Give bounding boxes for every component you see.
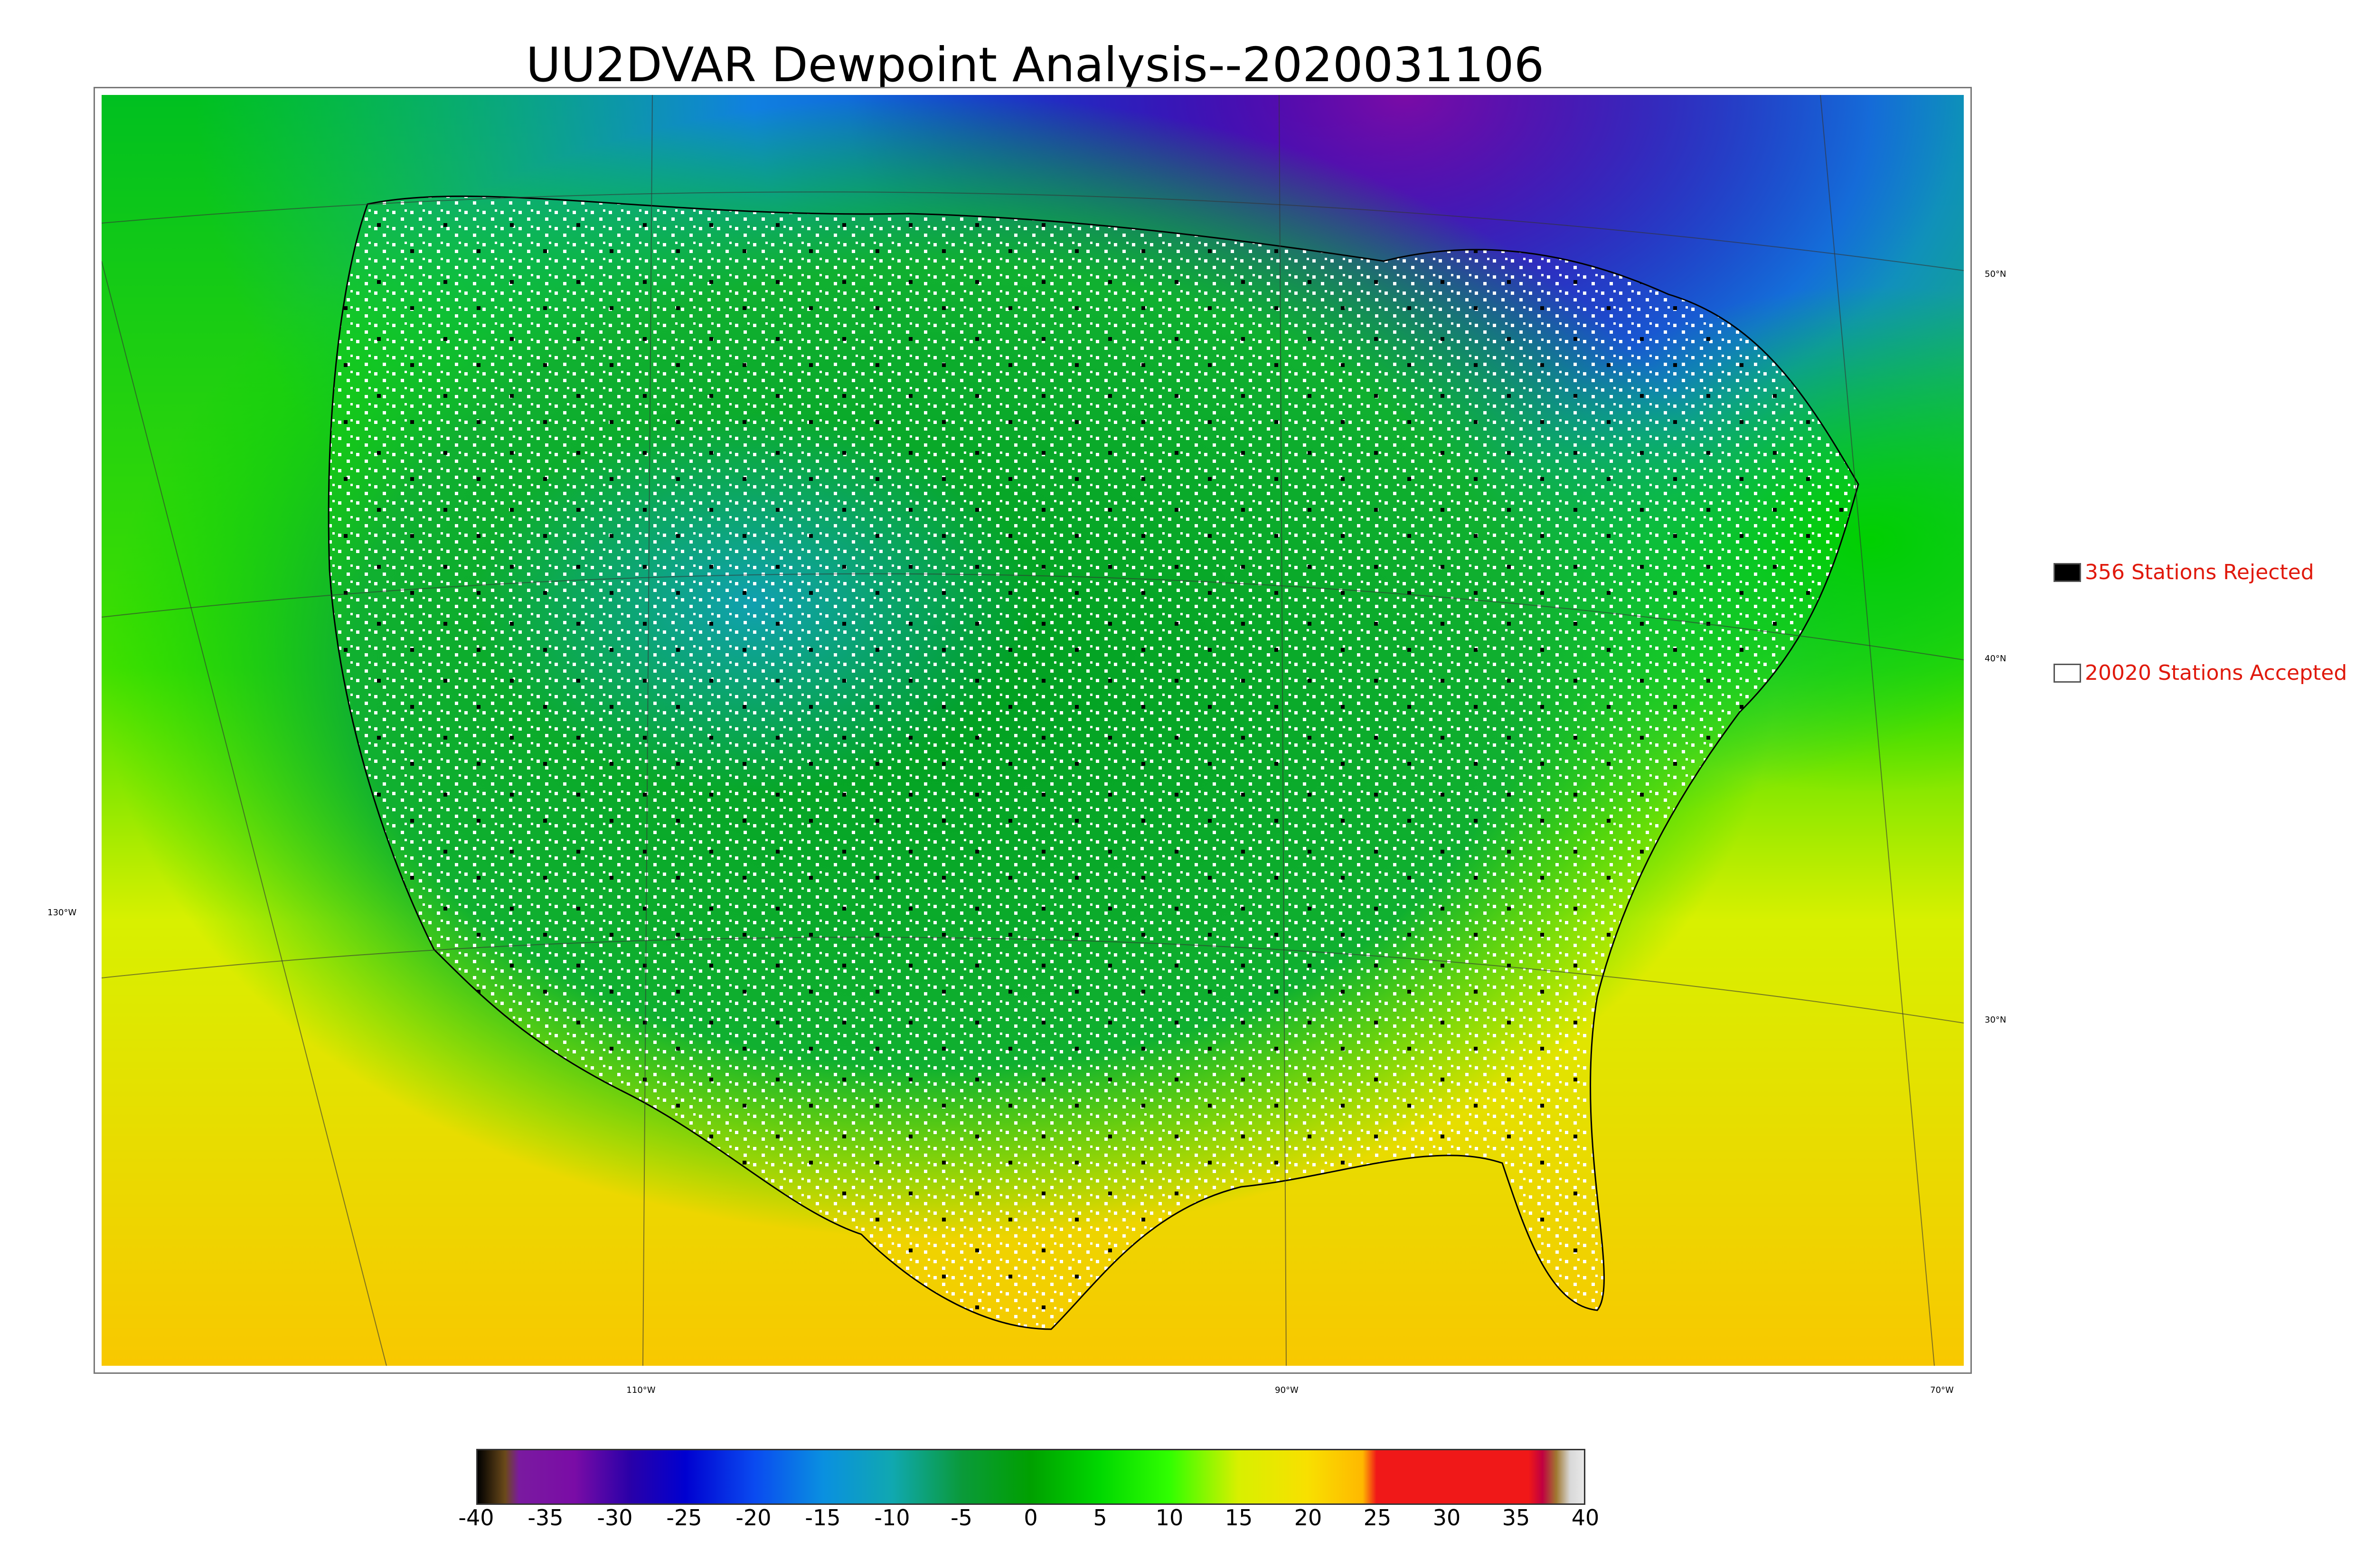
lat-label-30n: 30°N (1985, 1015, 2007, 1025)
colorbar-tick-label: 15 (1225, 1505, 1253, 1530)
longitude-line-130 (102, 261, 387, 1366)
rejected-label: 356 Stations Rejected (2085, 560, 2314, 584)
lat-label-50n: 50°N (1985, 269, 2007, 279)
longitude-line-70 (1820, 95, 1935, 1366)
colorbar-tick-label: 20 (1294, 1505, 1322, 1530)
coastline (328, 195, 1859, 1330)
dewpoint-map (94, 87, 1972, 1374)
dewpoint-analysis-field (102, 95, 1964, 1366)
lon-label-70w: 70°W (1930, 1385, 1954, 1395)
colorbar-tick-label: 25 (1363, 1505, 1392, 1530)
colorbar-tick-label: 35 (1502, 1505, 1530, 1530)
lon-label-130w: 130°W (47, 908, 77, 918)
colorbar-tick-label: 0 (1024, 1505, 1038, 1530)
lon-label-90w: 90°W (1275, 1385, 1299, 1395)
colorbar-tick-label: -35 (528, 1505, 564, 1530)
colorbar-tick-label: 5 (1093, 1505, 1107, 1530)
colorbar-tick-label: -25 (666, 1505, 702, 1530)
longitude-line-110 (642, 95, 653, 1366)
latitude-line-50 (102, 191, 1964, 271)
lon-label-110w: 110°W (626, 1385, 656, 1395)
colorbar-tick-label: -30 (597, 1505, 633, 1530)
longitude-line-90 (1279, 95, 1287, 1366)
colorbar-tick-label: 40 (1571, 1505, 1600, 1530)
colorbar-tick-label: -40 (458, 1505, 494, 1530)
dewpoint-colorbar (476, 1449, 1585, 1505)
legend-accepted: 20020 Stations Accepted (2054, 661, 2347, 685)
colorbar-tick-label: 10 (1155, 1505, 1184, 1530)
colorbar-tick-label: 30 (1432, 1505, 1461, 1530)
latitude-line-40 (102, 573, 1964, 660)
accepted-label: 20020 Stations Accepted (2085, 661, 2347, 685)
legend-rejected: 356 Stations Rejected (2054, 560, 2314, 584)
lat-label-40n: 40°N (1985, 654, 2007, 664)
latitude-line-30 (102, 937, 1964, 1023)
rejected-swatch (2054, 563, 2081, 582)
colorbar-tick-label: -15 (805, 1505, 841, 1530)
colorbar-tick-label: -5 (951, 1505, 972, 1530)
colorbar-tick-label: -20 (735, 1505, 772, 1530)
accepted-swatch (2054, 663, 2081, 683)
map-title: UU2DVAR Dewpoint Analysis--2020031106 (526, 37, 1545, 93)
colorbar-tick-label: -10 (874, 1505, 910, 1530)
